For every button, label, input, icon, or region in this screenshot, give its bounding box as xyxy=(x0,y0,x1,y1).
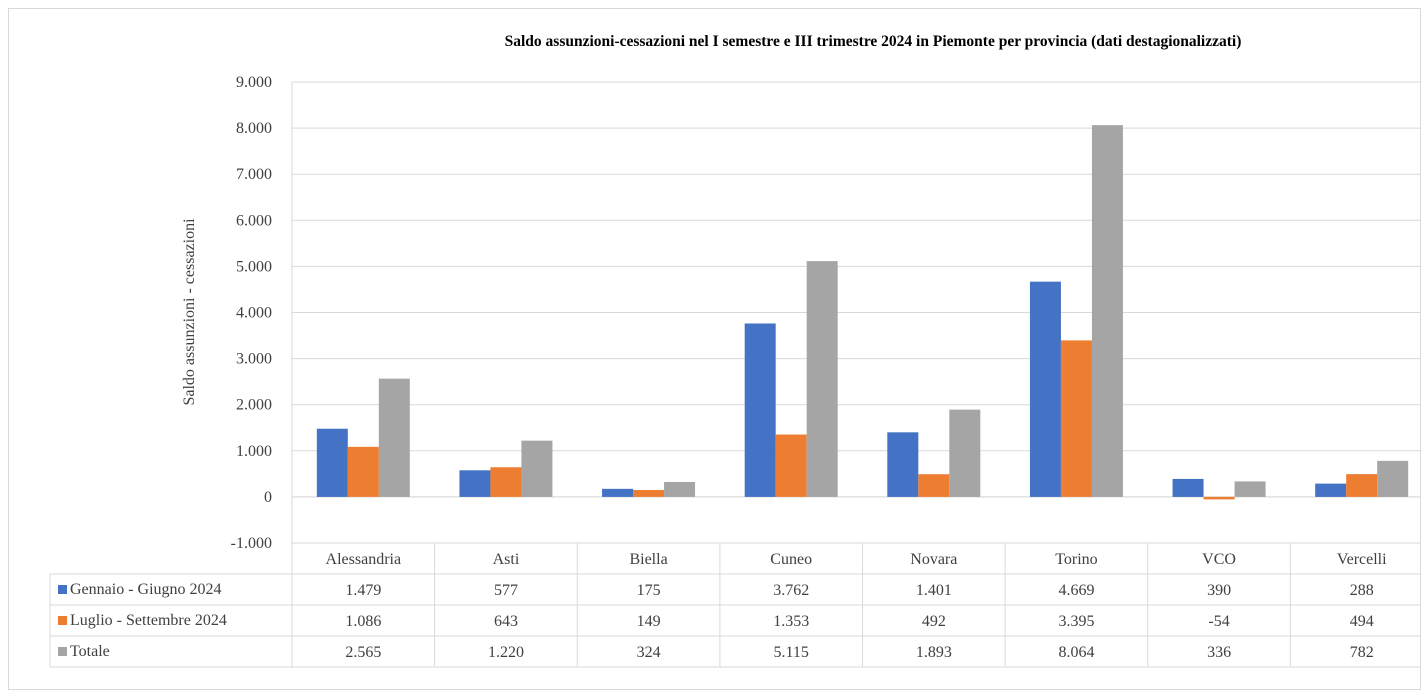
bar-luglio-settembre-2024-alessandria xyxy=(347,446,379,497)
y-tick-label: 3.000 xyxy=(236,351,272,368)
bar-totale-vercelli xyxy=(1377,460,1409,497)
bar-totale-cuneo xyxy=(806,261,838,497)
table-cell: -54 xyxy=(1208,613,1229,630)
table-cell: 288 xyxy=(1350,582,1374,599)
bar-totale-torino xyxy=(1091,125,1123,497)
table-cell: 3.762 xyxy=(773,582,809,599)
table-cell: 577 xyxy=(494,582,518,599)
bar-totale-biella xyxy=(664,481,696,497)
table-cell: 782 xyxy=(1350,644,1374,661)
y-axis-title: Saldo assunzioni - cessazioni xyxy=(181,218,198,406)
table-cell: 4.669 xyxy=(1058,582,1094,599)
y-tick-label: 5.000 xyxy=(236,258,272,275)
category-label: Cuneo xyxy=(770,551,812,568)
y-tick-label: -1.000 xyxy=(231,535,272,552)
table-cell: 1.401 xyxy=(916,582,952,599)
bar-gennaio-giugno-2024-vco xyxy=(1172,478,1204,497)
table-cell: 5.115 xyxy=(773,644,808,661)
legend-swatch-1 xyxy=(58,616,67,625)
bar-gennaio-giugno-2024-biella xyxy=(602,488,634,497)
table-cell: 494 xyxy=(1350,613,1374,630)
table-cell: 1.353 xyxy=(773,613,809,630)
bar-luglio-settembre-2024-biella xyxy=(633,490,665,497)
category-label: VCO xyxy=(1202,551,1236,568)
bar-totale-alessandria xyxy=(378,378,410,497)
table-cell: 1.220 xyxy=(488,644,524,661)
category-label: Vercelli xyxy=(1337,551,1387,568)
legend-label: Luglio - Settembre 2024 xyxy=(70,612,227,629)
table-cell: 2.565 xyxy=(345,644,381,661)
bar-gennaio-giugno-2024-cuneo xyxy=(744,323,776,497)
y-tick-label: 8.000 xyxy=(236,120,272,137)
table-cell: 1.086 xyxy=(345,613,381,630)
bar-luglio-settembre-2024-cuneo xyxy=(775,434,807,497)
bar-luglio-settembre-2024-asti xyxy=(490,467,522,497)
table-cell: 175 xyxy=(637,582,661,599)
table-cell: 1.893 xyxy=(916,644,952,661)
bar-gennaio-giugno-2024-novara xyxy=(887,432,919,497)
legend-swatch-0 xyxy=(58,585,67,594)
category-label: Novara xyxy=(910,551,957,568)
bar-luglio-settembre-2024-vco xyxy=(1203,496,1235,500)
bar-luglio-settembre-2024-torino xyxy=(1060,340,1092,497)
bar-gennaio-giugno-2024-alessandria xyxy=(316,428,348,497)
table-cell: 3.395 xyxy=(1058,613,1094,630)
category-label: Biella xyxy=(629,551,667,568)
table-cell: 8.064 xyxy=(1058,644,1094,661)
bar-luglio-settembre-2024-vercelli xyxy=(1346,474,1378,497)
table-cell: 336 xyxy=(1207,644,1231,661)
bar-totale-novara xyxy=(949,409,981,497)
bar-gennaio-giugno-2024-vercelli xyxy=(1315,483,1347,497)
y-tick-label: 6.000 xyxy=(236,212,272,229)
bar-luglio-settembre-2024-novara xyxy=(918,474,950,497)
legend-label: Totale xyxy=(70,643,110,660)
table-cell: 492 xyxy=(922,613,946,630)
y-tick-label: 7.000 xyxy=(236,166,272,183)
table-cell: 149 xyxy=(637,613,661,630)
table-cell: 1.479 xyxy=(345,582,381,599)
y-tick-label: 4.000 xyxy=(236,305,272,322)
y-tick-label: 2.000 xyxy=(236,397,272,414)
table-cell: 324 xyxy=(637,644,661,661)
y-tick-label: 9.000 xyxy=(236,74,272,91)
table-cell: 390 xyxy=(1207,582,1231,599)
bar-totale-asti xyxy=(521,440,553,497)
bar-totale-vco xyxy=(1234,481,1266,497)
y-tick-label: 1.000 xyxy=(236,443,272,460)
legend-label: Gennaio - Giugno 2024 xyxy=(70,581,222,598)
table-cell: 643 xyxy=(494,613,518,630)
category-label: Torino xyxy=(1055,551,1097,568)
bar-gennaio-giugno-2024-torino xyxy=(1029,281,1061,497)
bar-gennaio-giugno-2024-asti xyxy=(459,470,491,497)
category-label: Alessandria xyxy=(326,551,402,568)
y-tick-label: 0 xyxy=(264,489,272,506)
legend-swatch-2 xyxy=(58,647,67,656)
category-label: Asti xyxy=(493,551,520,568)
chart-title: Saldo assunzioni-cessazioni nel I semest… xyxy=(505,33,1242,50)
